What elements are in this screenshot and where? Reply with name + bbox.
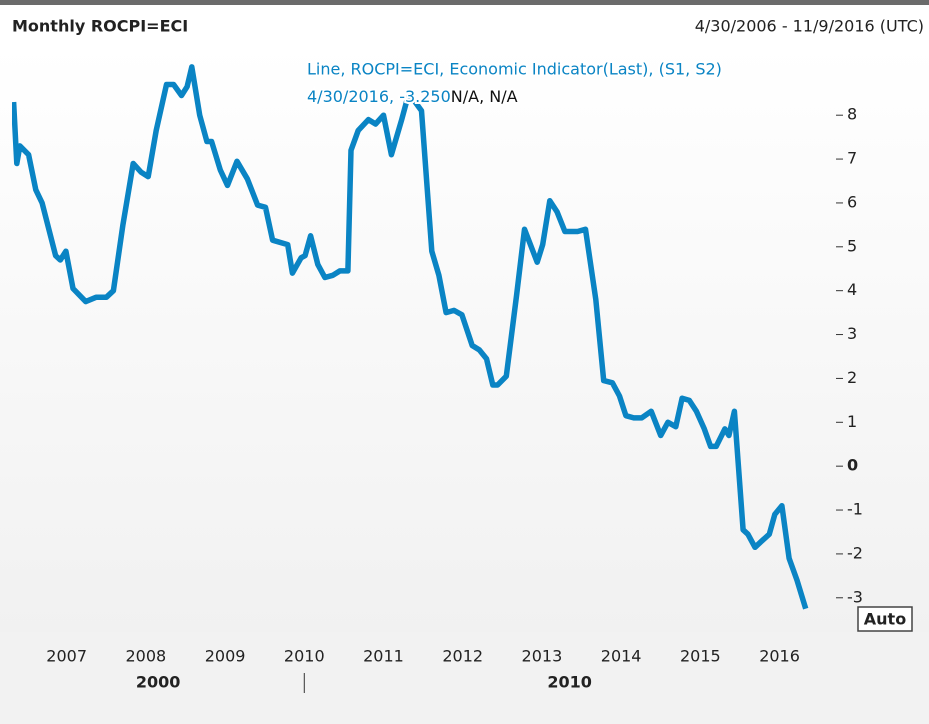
- x-decade-label: 2010: [547, 673, 592, 692]
- crosshair-extra: N/A, N/A: [451, 87, 518, 106]
- date-range: 4/30/2006 - 11/9/2016 (UTC): [695, 17, 924, 36]
- y-tick-label: 6: [847, 192, 857, 211]
- auto-button[interactable]: [857, 606, 913, 632]
- y-tick-label: 4: [847, 280, 857, 299]
- y-tick-label: -1: [847, 500, 863, 519]
- y-tick-label: 0: [847, 456, 858, 475]
- y-tick-label: 2: [847, 368, 857, 387]
- y-tick-label: 5: [847, 236, 857, 255]
- crosshair-value: 4/30/2016, -3.250: [307, 87, 451, 106]
- auto-button-label[interactable]: Auto: [864, 610, 906, 629]
- x-tick-label: 2008: [126, 647, 167, 666]
- x-tick-label: 2012: [442, 647, 483, 666]
- x-tick-label: 2014: [601, 647, 642, 666]
- legend-label: Line, ROCPI=ECI, Economic Indicator(Last…: [307, 60, 722, 79]
- top-border: [0, 0, 929, 5]
- x-tick-label: 2007: [46, 647, 87, 666]
- x-tick-label: 2009: [205, 647, 246, 666]
- x-decade-label: 2000: [136, 673, 181, 692]
- x-tick-label: 2010: [284, 647, 325, 666]
- series-line: [12, 64, 809, 610]
- y-tick-label: 1: [847, 412, 857, 431]
- y-tick-label: 7: [847, 149, 857, 168]
- crosshair-readout: 4/30/2016, -3.250N/A, N/A: [307, 87, 518, 106]
- x-tick-label: 2013: [522, 647, 563, 666]
- x-tick-label: 2016: [759, 647, 800, 666]
- x-tick-label: 2011: [363, 647, 404, 666]
- header: [0, 5, 929, 45]
- y-tick-label: 8: [847, 105, 857, 124]
- y-tick-label: 3: [847, 324, 857, 343]
- y-tick-label: -3: [847, 587, 863, 606]
- x-tick-label: 2015: [680, 647, 721, 666]
- chart-title: Monthly ROCPI=ECI: [12, 17, 188, 36]
- y-tick-label: -2: [847, 543, 863, 562]
